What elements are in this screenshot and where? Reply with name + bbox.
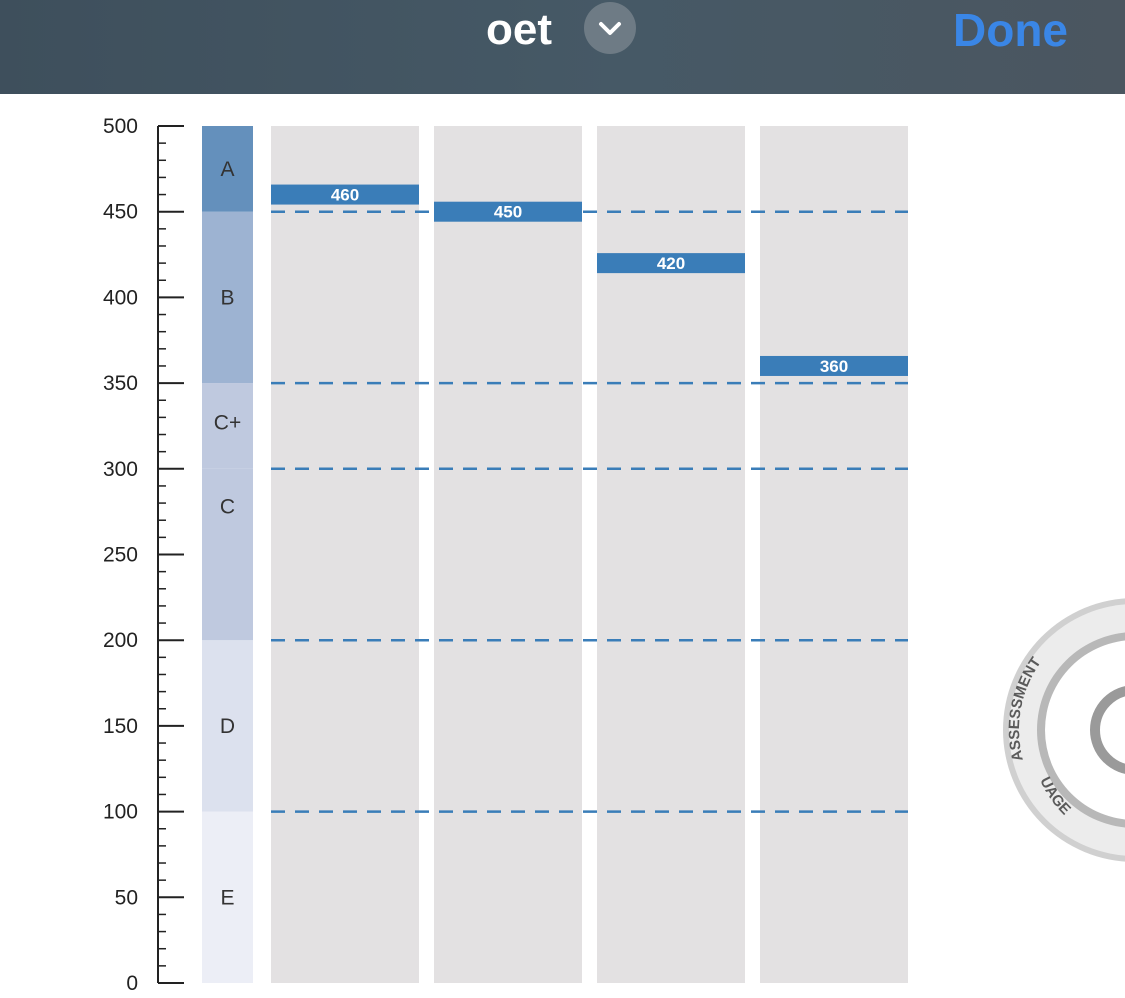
score-bar-label: 460 <box>331 186 359 205</box>
grade-band <box>202 383 253 469</box>
y-tick-label: 250 <box>103 544 138 567</box>
grade-band-label: C+ <box>214 412 241 435</box>
grade-band <box>202 211 253 384</box>
score-column <box>271 126 419 983</box>
y-tick-label: 50 <box>115 886 138 909</box>
grade-band <box>202 468 253 641</box>
grade-band-label: B <box>220 286 234 309</box>
score-chart: ASSESSMENT UAGE 0 50 100 150 200 250 300 350 400… <box>103 115 1125 995</box>
score-bar-label: 420 <box>657 254 685 273</box>
y-tick-label: 400 <box>103 286 138 309</box>
y-tick-label: 450 <box>103 201 138 224</box>
score-bar <box>434 201 582 222</box>
chevron-down-icon <box>599 22 621 35</box>
y-tick-label: 500 <box>103 115 138 138</box>
navigation-bar: oet Done <box>0 0 1125 94</box>
score-bar-label: 450 <box>494 203 522 222</box>
grade-band-label: C <box>220 496 235 519</box>
done-button[interactable]: Done <box>953 4 1068 56</box>
y-tick-label: 150 <box>103 715 138 738</box>
score-bar <box>597 253 745 274</box>
y-tick-label: 100 <box>103 801 138 824</box>
grade-band-label: E <box>220 886 234 909</box>
document-title[interactable]: oet <box>486 5 552 54</box>
grade-band-label: D <box>220 715 235 738</box>
y-tick-label: 200 <box>103 629 138 652</box>
score-bar <box>271 184 419 205</box>
grade-band <box>202 640 253 812</box>
score-column <box>760 126 908 983</box>
score-bar-label: 360 <box>820 357 848 376</box>
grade-band <box>202 126 253 212</box>
score-column <box>434 126 582 983</box>
assessment-seal-logo: ASSESSMENT UAGE <box>1003 598 1125 862</box>
chart-plot-area: 0 50 100 150 200 250 300 350 400 450 500 E D C C+ B A 460… <box>103 115 908 995</box>
grade-band <box>202 811 253 983</box>
grade-band-label: A <box>220 158 234 181</box>
y-tick-label: 300 <box>103 458 138 481</box>
y-tick-label: 0 <box>126 972 138 995</box>
y-tick-label: 350 <box>103 372 138 395</box>
title-dropdown-button[interactable] <box>584 2 636 54</box>
score-bar <box>760 355 908 376</box>
